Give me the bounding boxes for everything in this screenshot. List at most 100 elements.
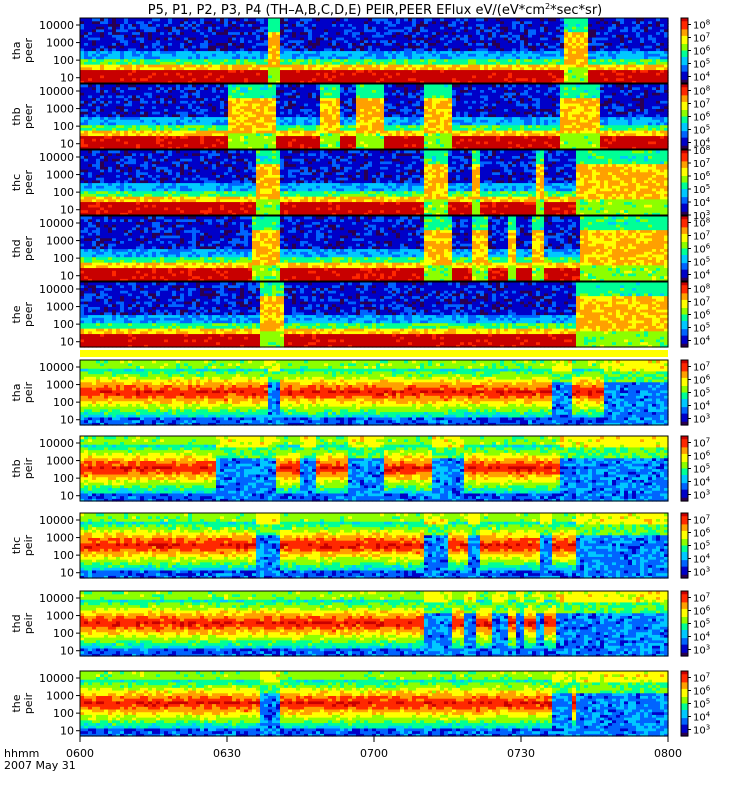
heatmap-cell	[280, 18, 285, 22]
heatmap-cell	[372, 77, 377, 81]
heatmap-cell	[244, 45, 249, 49]
heatmap-cell	[168, 50, 173, 54]
heatmap-cell	[364, 28, 369, 33]
heatmap-cell	[104, 31, 109, 35]
heatmap-cell	[148, 34, 153, 38]
heatmap-cell	[80, 28, 85, 33]
heatmap-cell	[108, 55, 113, 60]
heatmap-cell	[160, 77, 165, 81]
heatmap-cell	[132, 20, 137, 25]
heatmap-cell	[352, 39, 357, 43]
heatmap-cell	[260, 77, 265, 81]
heatmap-cell	[184, 31, 189, 35]
heatmap-cell	[360, 58, 365, 62]
heatmap-cell	[104, 34, 109, 38]
heatmap-cell	[160, 55, 165, 60]
heatmap-cell	[304, 61, 309, 65]
heatmap-cell	[228, 80, 233, 84]
heatmap-cell	[392, 23, 397, 27]
heatmap-cell	[392, 36, 397, 41]
heatmap-cell	[84, 64, 89, 68]
heatmap-cell	[312, 55, 317, 60]
heatmap-cell	[288, 74, 293, 79]
heatmap-cell	[388, 18, 393, 22]
heatmap-cell	[352, 77, 357, 81]
heatmap-cell	[284, 80, 289, 84]
heatmap-cell	[316, 39, 321, 43]
heatmap-cell	[144, 50, 149, 54]
heatmap-cell	[388, 66, 393, 71]
heatmap-cell	[208, 34, 213, 38]
heatmap-cell	[456, 64, 461, 68]
heatmap-cell	[208, 20, 213, 25]
heatmap-cell	[448, 36, 453, 41]
heatmap-cell	[376, 53, 381, 57]
heatmap-cell	[204, 45, 209, 49]
heatmap-cell	[228, 50, 233, 54]
heatmap-cell	[320, 23, 325, 27]
heatmap-cell	[184, 74, 189, 79]
heatmap-cell	[224, 23, 229, 27]
heatmap-cell	[304, 31, 309, 35]
heatmap-cell	[156, 50, 161, 54]
heatmap-cell	[264, 23, 269, 27]
heatmap-cell	[184, 28, 189, 33]
heatmap-cell	[308, 74, 313, 79]
heatmap-cell	[232, 39, 237, 43]
heatmap-cell	[84, 23, 89, 27]
heatmap-cell	[104, 36, 109, 41]
heatmap-cell	[312, 20, 317, 25]
heatmap-cell	[316, 20, 321, 25]
heatmap-cell	[248, 66, 253, 71]
heatmap-cell	[276, 64, 281, 68]
heatmap-cell	[104, 80, 109, 84]
heatmap-cell	[368, 74, 373, 79]
heatmap-cell	[112, 34, 117, 38]
heatmap-cell	[104, 74, 109, 79]
heatmap-cell	[268, 74, 273, 79]
heatmap-cell	[296, 53, 301, 57]
heatmap-cell	[372, 69, 377, 73]
heatmap-cell	[260, 28, 265, 33]
heatmap-cell	[208, 80, 213, 84]
heatmap-cell	[196, 26, 201, 30]
heatmap-cell	[196, 77, 201, 81]
heatmap-cell	[272, 18, 277, 22]
heatmap-cell	[108, 45, 113, 49]
heatmap-cell	[100, 39, 105, 43]
heatmap-cell	[364, 61, 369, 65]
heatmap-cell	[232, 42, 237, 46]
heatmap-cell	[284, 47, 289, 52]
heatmap-cell	[136, 72, 141, 76]
heatmap-cell	[84, 53, 89, 57]
heatmap-cell	[360, 80, 365, 84]
heatmap-cell	[324, 74, 329, 79]
heatmap-cell	[240, 39, 245, 43]
heatmap-cell	[452, 31, 457, 35]
heatmap-cell	[428, 36, 433, 41]
heatmap-cell	[204, 53, 209, 57]
heatmap-cell	[348, 61, 353, 65]
heatmap-cell	[232, 23, 237, 27]
heatmap-cell	[164, 53, 169, 57]
heatmap-cell	[256, 39, 261, 43]
heatmap-cell	[364, 31, 369, 35]
heatmap-cell	[164, 42, 169, 46]
heatmap-cell	[108, 80, 113, 84]
heatmap-cell	[132, 55, 137, 60]
heatmap-cell	[92, 34, 97, 38]
heatmap-cell	[376, 36, 381, 41]
heatmap-cell	[284, 72, 289, 76]
heatmap-cell	[428, 47, 433, 52]
heatmap-cell	[196, 23, 201, 27]
heatmap-cell	[196, 31, 201, 35]
heatmap-cell	[208, 26, 213, 30]
heatmap-cell	[444, 36, 449, 41]
heatmap-cell	[272, 72, 277, 76]
heatmap-cell	[136, 47, 141, 52]
heatmap-cell	[384, 55, 389, 60]
heatmap-cell	[212, 31, 217, 35]
heatmap-cell	[112, 36, 117, 41]
heatmap-cell	[176, 42, 181, 46]
